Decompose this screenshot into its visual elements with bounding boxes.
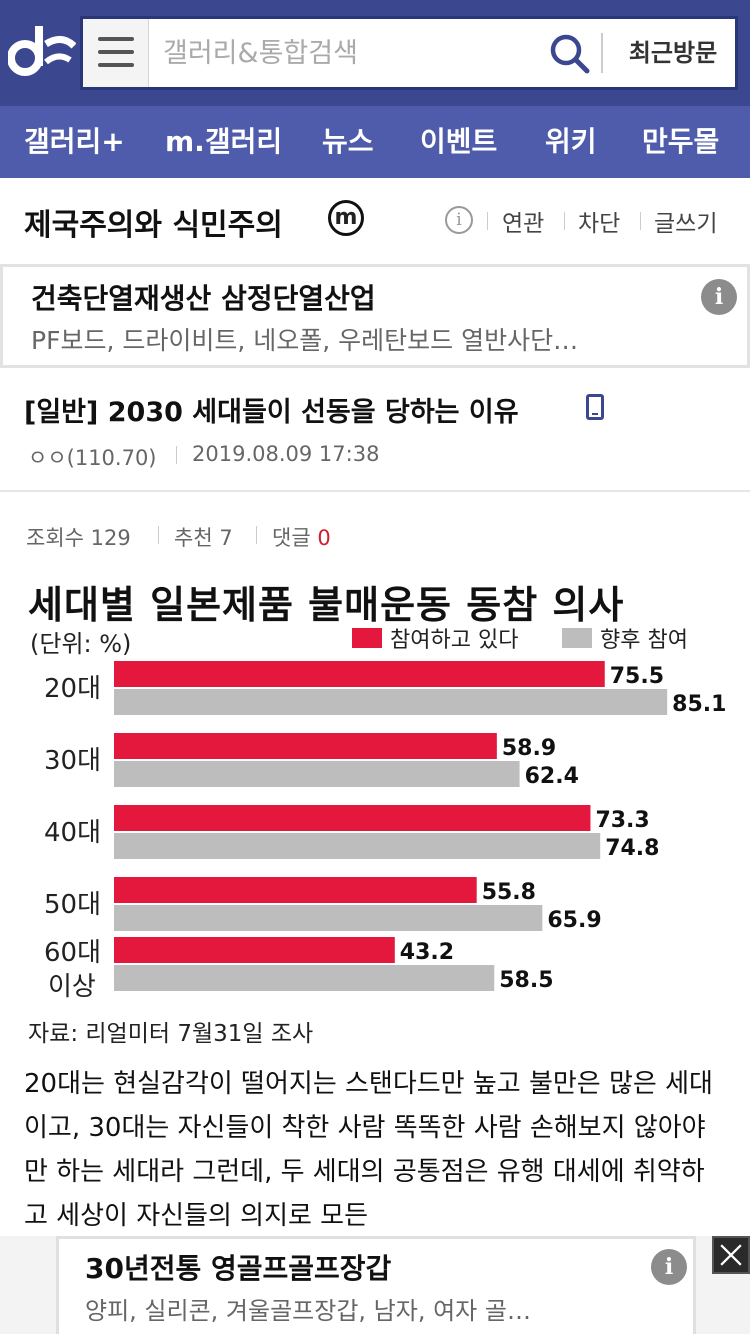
bar-value-label: 75.5 [610,664,664,689]
bar-participating [114,877,477,903]
category-label: 30대 [44,746,101,776]
ad-info-icon[interactable]: i [701,279,737,315]
nav-item-wiki[interactable]: 위키 [545,125,597,158]
top-header: 최근방문 [0,0,750,106]
write-link[interactable]: 글쓰기 [654,211,718,237]
bar-value-label: 58.9 [502,736,556,761]
legend-label-future: 향후 참여 [600,628,688,653]
nav-item-news[interactable]: 뉴스 [322,125,374,158]
comment-label: 댓글 [272,526,311,550]
divider [158,526,159,544]
ad-banner-bottom: 30년전통 영골프골프장갑 양피, 실리콘, 겨울골프장갑, 남자, 여자 골…… [0,1236,750,1334]
bar-participating [114,805,591,831]
chart-source: 자료: 리얼미터 7월31일 조사 [28,1021,314,1047]
view-count: 조회수 129 [26,526,131,550]
bar-value-label: 85.1 [672,692,726,717]
category-label: 20대 [44,674,101,704]
divider [601,33,603,73]
bar-value-label: 58.5 [499,968,553,993]
bar-participating [114,661,605,687]
post-date: 2019.08.09 17:38 [192,442,380,466]
recommend-count: 추천 7 [174,526,233,550]
block-link[interactable]: 차단 [578,211,621,237]
divider [564,212,565,230]
nav-item-mandu-mall[interactable]: 만두몰 [642,125,720,158]
ad-info-icon[interactable]: i [651,1249,687,1285]
bar-future [114,761,520,787]
nav-item-gallery-plus[interactable]: 갤러리+ [24,125,125,158]
mobile-icon [586,394,604,420]
ad-title[interactable]: 건축단열재생산 삼정단열산업 [31,282,376,315]
divider [0,490,750,492]
category-label: 이상 [48,972,96,1002]
bar-value-label: 74.8 [605,836,659,861]
site-logo-icon[interactable] [8,22,76,80]
chart-title: 세대별 일본제품 불매운동 동참 의사 [28,583,625,627]
bar-value-label: 43.2 [400,940,454,965]
comment-count[interactable]: 댓글 0 [272,522,331,552]
ad-banner-top[interactable]: 건축단열재생산 삼정단열산업 PF보드, 드라이비트, 네오폴, 우레탄보드 열… [0,264,750,368]
bar-value-label: 73.3 [595,808,649,833]
hamburger-line [98,63,134,67]
divider [256,526,257,544]
hamburger-line [98,37,134,41]
ad-title[interactable]: 30년전통 영골프골프장갑 [85,1252,392,1285]
ad-description[interactable]: PF보드, 드라이비트, 네오폴, 우레탄보드 열반사단… [31,326,579,355]
legend-swatch-participating [352,628,382,648]
post-body: 20대는 현실감각이 떨어지는 스탠다드만 높고 불만은 많은 세대이고, 30… [24,1069,713,1231]
post-author[interactable]: ㅇㅇ(110.70) [28,446,157,470]
bar-value-label: 65.9 [547,908,601,933]
legend-label-participating: 참여하고 있다 [390,628,519,653]
chart-unit: (단위: %) [30,630,132,658]
nav-item-event[interactable]: 이벤트 [420,125,498,158]
ad-card[interactable]: 30년전통 영골프골프장갑 양피, 실리콘, 겨울골프장갑, 남자, 여자 골…… [56,1236,696,1334]
bar-participating [114,937,395,963]
comment-number: 0 [317,526,331,550]
category-label: 60대 [44,938,101,968]
search-box: 최근방문 [80,16,738,90]
main-nav: 갤러리+ m.갤러리 뉴스 이벤트 위키 만두몰 [0,106,750,178]
category-label: 50대 [44,890,101,920]
legend-swatch-future [562,628,592,648]
search-icon[interactable] [545,29,595,79]
close-icon[interactable] [712,1236,750,1274]
chart-image: 세대별 일본제품 불매운동 동참 의사 (단위: %) 참여하고 있다 향후 참… [26,566,726,1047]
bar-future [114,833,601,859]
search-input[interactable] [163,33,543,73]
bar-value-label: 62.4 [525,764,579,789]
recent-visits-button[interactable]: 최근방문 [628,39,718,67]
post-title: [일반] 2030 세대들이 선동을 당하는 이유 [24,397,519,428]
divider [487,212,488,230]
bar-value-label: 55.8 [482,880,536,905]
menu-button[interactable] [83,19,149,87]
bar-chart-plot: 20대 75.5 85.1 30대 58.9 62.4 40대 73.3 74.8 50대 55.8… [44,661,726,1002]
gallery-title[interactable]: 제국주의와 식민주의 [24,208,283,243]
category-label: 40대 [44,818,101,848]
bar-future [114,905,543,931]
gallery-header: 제국주의와 식민주의 m i 연관 차단 글쓰기 [0,178,750,264]
info-icon[interactable]: i [445,206,473,234]
nav-item-m-gallery[interactable]: m.갤러리 [165,125,283,158]
related-link[interactable]: 연관 [502,211,545,237]
minor-gallery-badge: m [328,200,364,236]
divider [176,446,177,464]
bar-participating [114,733,497,759]
divider [640,212,641,230]
ad-description[interactable]: 양피, 실리콘, 겨울골프장갑, 남자, 여자 골… [85,1297,531,1325]
bar-future [114,965,495,991]
bar-future [114,689,668,715]
hamburger-line [98,50,134,54]
